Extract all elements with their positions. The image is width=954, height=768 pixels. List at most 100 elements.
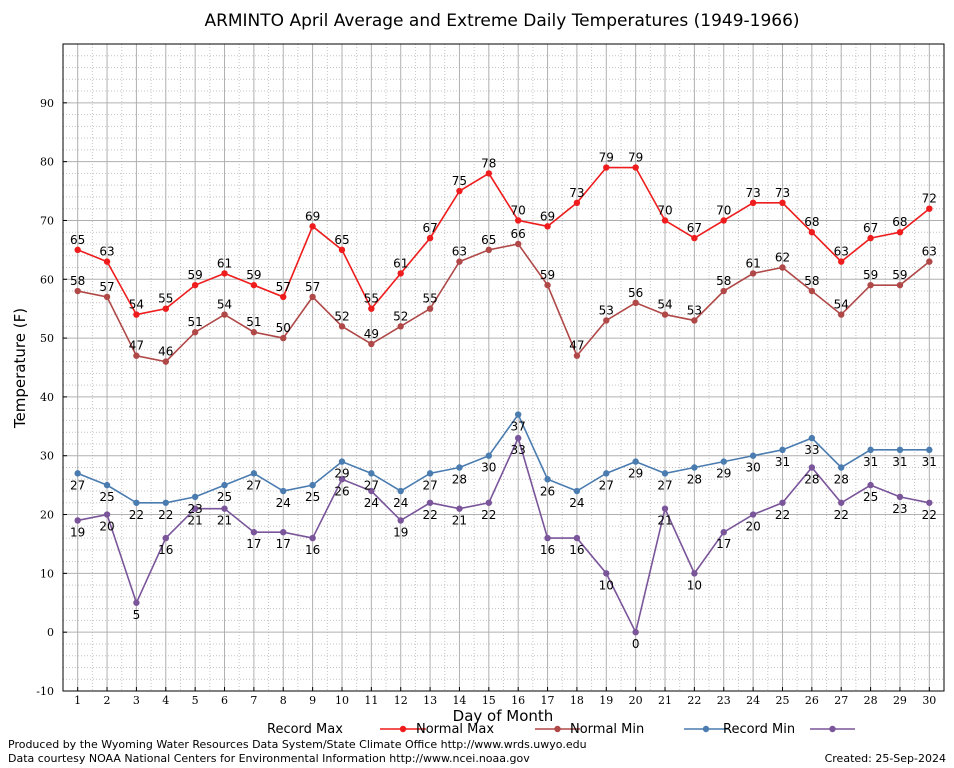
data-label-normal-min: 29 — [628, 467, 643, 481]
x-tick-label: 29 — [893, 694, 907, 707]
data-label-normal-max: 52 — [334, 309, 349, 323]
data-label-normal-min: 24 — [569, 496, 584, 510]
data-point-normal-max — [103, 293, 111, 301]
data-label-normal-max: 46 — [158, 345, 173, 359]
data-point-normal-min — [103, 481, 111, 489]
legend-label-normal-max: Normal Max — [416, 722, 494, 737]
data-label-record-max: 55 — [364, 292, 379, 306]
data-label-record-max: 75 — [452, 174, 467, 188]
series-line-normal-max — [77, 243, 930, 363]
data-point-record-min — [808, 464, 816, 471]
data-point-record-max — [808, 229, 816, 236]
data-label-record-max: 67 — [687, 221, 702, 235]
data-label-record-max: 61 — [393, 256, 408, 270]
data-point-normal-max — [162, 358, 169, 365]
data-label-normal-min: 31 — [775, 455, 790, 469]
data-point-record-min — [896, 493, 904, 501]
data-label-record-max: 68 — [892, 215, 907, 229]
data-label-record-max: 70 — [657, 203, 672, 217]
x-tick-label: 27 — [834, 694, 848, 707]
data-label-record-min: 5 — [133, 608, 141, 622]
data-point-record-max — [661, 217, 669, 224]
data-label-normal-max: 63 — [452, 245, 467, 259]
data-label-normal-max: 52 — [393, 309, 408, 323]
data-label-record-max: 67 — [863, 221, 878, 235]
data-point-record-min — [309, 534, 316, 542]
data-label-normal-max: 63 — [922, 245, 937, 259]
footer-created-date: Created: 25-Sep-2024 — [824, 752, 946, 765]
x-tick-label: 7 — [250, 694, 257, 707]
data-point-record-min — [514, 434, 522, 442]
data-point-normal-max — [426, 305, 434, 312]
data-point-normal-min — [720, 458, 727, 465]
data-point-record-min — [573, 534, 581, 542]
data-label-record-min: 22 — [481, 508, 496, 522]
data-point-record-max — [720, 217, 727, 224]
data-label-normal-max: 57 — [305, 280, 320, 294]
data-point-record-max — [250, 281, 258, 289]
data-label-record-max: 59 — [246, 268, 261, 282]
data-point-record-max — [338, 246, 346, 254]
data-point-normal-min — [280, 487, 287, 495]
data-label-normal-min: 30 — [745, 461, 760, 475]
series-record-max — [74, 164, 933, 318]
data-label-normal-max: 62 — [775, 251, 790, 265]
data-label-record-max: 68 — [804, 215, 819, 229]
data-label-normal-min: 31 — [922, 455, 937, 469]
data-point-normal-max — [926, 258, 933, 265]
x-tick-label: 20 — [629, 694, 643, 707]
data-label-normal-min: 23 — [188, 502, 203, 516]
data-label-normal-max: 66 — [511, 227, 526, 241]
data-point-record-max — [221, 270, 228, 277]
x-tick-label: 30 — [922, 694, 936, 707]
data-label-normal-min: 25 — [305, 490, 320, 504]
data-point-record-min — [191, 505, 199, 512]
data-label-record-max: 79 — [599, 151, 614, 165]
x-tick-label: 14 — [452, 694, 466, 707]
footer-data-courtesy: Data courtesy NOAA National Centers for … — [8, 752, 530, 765]
data-label-normal-max: 57 — [99, 280, 114, 294]
data-point-record-min — [544, 534, 551, 542]
data-point-record-min — [779, 499, 786, 506]
data-point-normal-min — [368, 470, 375, 477]
data-label-normal-min: 27 — [70, 478, 85, 492]
data-point-normal-min — [926, 446, 933, 454]
x-tick-label: 16 — [511, 694, 525, 707]
data-point-normal-min — [221, 481, 228, 489]
data-label-normal-max: 55 — [422, 292, 437, 306]
data-label-record-min: 17 — [716, 537, 731, 551]
data-point-normal-min — [603, 470, 610, 477]
data-label-record-max: 72 — [922, 192, 937, 206]
data-point-record-max — [691, 234, 698, 242]
data-point-record-min — [221, 505, 228, 512]
footer-produced-by: Produced by the Wyoming Water Resources … — [8, 738, 587, 751]
data-label-record-max: 54 — [129, 298, 144, 312]
data-point-normal-min — [191, 493, 199, 501]
x-tick-label: 6 — [221, 694, 228, 707]
y-tick-label: 20 — [40, 509, 54, 522]
data-point-record-min — [691, 570, 698, 577]
y-tick-label: 70 — [40, 214, 54, 227]
data-label-normal-max: 51 — [246, 315, 261, 329]
data-point-normal-max — [221, 311, 228, 318]
data-label-normal-max: 61 — [745, 256, 760, 270]
data-label-normal-min: 26 — [540, 484, 555, 498]
data-point-normal-min — [779, 446, 786, 454]
data-point-normal-max — [691, 317, 698, 324]
data-point-normal-min — [573, 487, 581, 495]
data-point-normal-max — [838, 311, 845, 318]
data-label-normal-max: 50 — [276, 321, 291, 335]
data-point-normal-max — [573, 352, 581, 359]
data-point-normal-max — [867, 281, 874, 289]
data-point-normal-max — [309, 293, 316, 301]
data-point-record-min — [162, 534, 169, 542]
data-label-normal-min: 27 — [364, 478, 379, 492]
data-label-normal-min: 28 — [834, 472, 849, 486]
x-tick-label: 17 — [541, 694, 555, 707]
data-label-normal-max: 47 — [569, 339, 584, 353]
data-point-normal-max — [779, 264, 786, 271]
data-label-record-max: 78 — [481, 156, 496, 170]
data-point-normal-min — [514, 411, 522, 418]
data-point-normal-max — [514, 240, 522, 248]
